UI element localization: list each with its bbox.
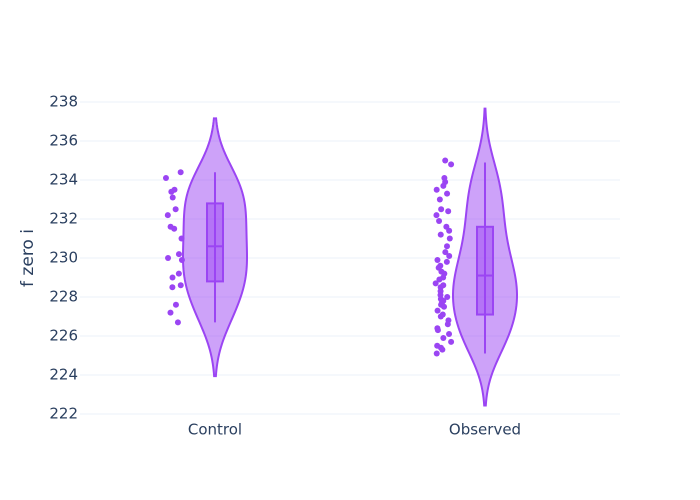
point xyxy=(165,255,172,261)
y-tick-label: 236 xyxy=(49,132,78,150)
point xyxy=(437,231,444,238)
point xyxy=(440,334,447,341)
point xyxy=(444,243,451,250)
point xyxy=(178,235,185,242)
point xyxy=(169,194,176,201)
y-tick-label: 222 xyxy=(49,405,78,423)
y-tick-label: 238 xyxy=(49,93,78,111)
point xyxy=(171,225,178,232)
point xyxy=(167,309,174,316)
point xyxy=(433,350,440,357)
point xyxy=(434,256,441,263)
point xyxy=(178,256,185,263)
point xyxy=(164,212,171,219)
point xyxy=(169,284,176,291)
y-axis-title: f zero i xyxy=(18,229,38,287)
point xyxy=(172,301,179,308)
point xyxy=(433,212,440,219)
point xyxy=(448,338,455,345)
point xyxy=(444,190,451,197)
point xyxy=(175,251,182,258)
box xyxy=(206,202,224,283)
point xyxy=(445,208,452,215)
point xyxy=(434,307,441,314)
point xyxy=(168,188,175,195)
y-tick-label: 232 xyxy=(49,210,78,228)
point xyxy=(442,157,449,164)
y-tick-label: 230 xyxy=(49,249,78,267)
point xyxy=(444,321,451,328)
point xyxy=(446,235,453,242)
point xyxy=(442,249,449,256)
point xyxy=(175,270,182,277)
point xyxy=(177,169,184,176)
point xyxy=(437,313,444,320)
point xyxy=(174,319,181,326)
y-tick-label: 226 xyxy=(49,327,78,345)
point xyxy=(440,182,447,189)
x-tick-label: Control xyxy=(188,421,242,439)
point xyxy=(434,327,441,334)
point xyxy=(436,217,443,224)
point xyxy=(439,346,446,353)
point xyxy=(441,303,448,310)
point xyxy=(436,196,443,203)
point xyxy=(162,175,169,182)
point xyxy=(177,282,184,289)
point xyxy=(172,206,179,213)
point xyxy=(433,186,440,193)
y-tick-label: 228 xyxy=(49,288,78,306)
point xyxy=(446,331,453,338)
point xyxy=(446,227,453,234)
point xyxy=(169,274,176,281)
point xyxy=(446,253,453,260)
x-tick-label: Observed xyxy=(449,421,521,439)
y-tick-label: 234 xyxy=(49,171,78,189)
point xyxy=(448,161,455,168)
point xyxy=(436,276,443,283)
y-tick-label: 224 xyxy=(49,366,78,384)
point xyxy=(432,280,439,287)
point xyxy=(444,294,451,300)
point xyxy=(443,258,450,265)
box xyxy=(476,225,494,316)
point xyxy=(438,206,445,213)
